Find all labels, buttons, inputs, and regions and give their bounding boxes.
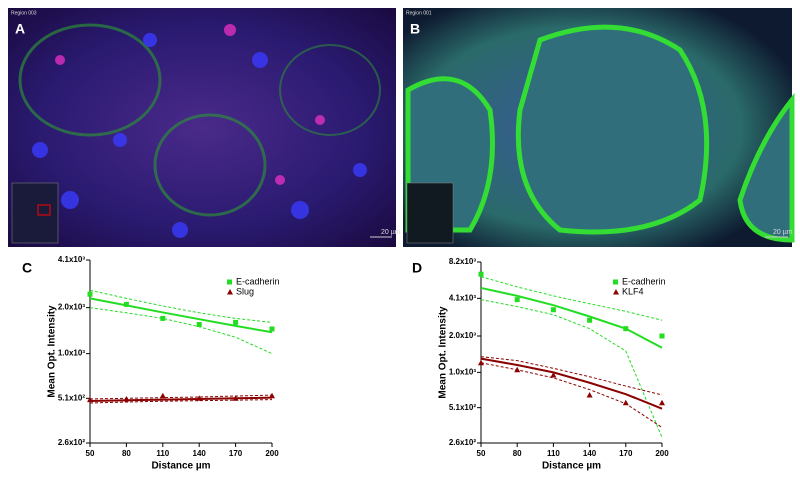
- x-axis-label: Distance µm: [151, 461, 210, 472]
- x-tick-label: 110: [547, 449, 560, 458]
- y-tick-label: 1.0x10³: [58, 349, 85, 358]
- point: [196, 395, 203, 401]
- point: [622, 399, 629, 406]
- x-tick-label: 80: [513, 449, 522, 458]
- y-tick-label: 4.1x10³: [58, 255, 85, 264]
- fit-line: [89, 297, 273, 334]
- x-tick-label: 50: [86, 449, 95, 458]
- y-tick-label: 5.1x10²: [449, 403, 476, 412]
- y-axis-label: Mean Opt. Intensity: [47, 305, 58, 398]
- x-axis-label: Distance µm: [542, 461, 601, 472]
- point: [587, 317, 593, 323]
- y-tick-label: 1.0x10³: [449, 367, 476, 376]
- point: [123, 301, 129, 307]
- point: [550, 372, 557, 378]
- x-tick-label: 200: [655, 449, 669, 458]
- point: [196, 322, 202, 328]
- legend-label: Slug: [236, 286, 254, 296]
- y-tick-label: 5.1x10²: [58, 393, 85, 402]
- point: [659, 333, 665, 339]
- point: [659, 399, 665, 406]
- legend-marker: [613, 279, 618, 285]
- point: [233, 319, 239, 325]
- ci-line: [480, 356, 663, 396]
- legend-label: E-cadherin: [622, 276, 666, 286]
- point: [586, 391, 593, 398]
- x-tick-label: 170: [619, 449, 633, 458]
- ci-line: [89, 394, 273, 400]
- y-tick-label: 2.6x10²: [58, 438, 85, 447]
- legend-marker: [227, 279, 232, 285]
- legend-label: E-cadherin: [236, 276, 280, 286]
- x-tick-label: 170: [229, 449, 243, 458]
- fit-line: [480, 357, 663, 410]
- y-axis-label: Mean Opt. Intensity: [438, 306, 449, 399]
- point: [269, 392, 275, 399]
- point: [159, 392, 166, 399]
- ci-line: [89, 289, 273, 323]
- point: [269, 326, 275, 332]
- scale-label: 20 µm: [381, 229, 401, 236]
- fit-line: [89, 396, 273, 402]
- x-tick-label: 50: [477, 449, 486, 458]
- point: [514, 297, 520, 303]
- y-tick-label: 2.6x10²: [449, 438, 476, 447]
- ci-line: [480, 362, 663, 428]
- legend-label: KLF4: [622, 286, 644, 296]
- scale-label: 20 µm: [773, 229, 793, 236]
- point: [478, 271, 484, 277]
- ci-line: [480, 299, 663, 438]
- point: [160, 315, 166, 321]
- x-tick-label: 140: [193, 449, 207, 458]
- point: [87, 396, 93, 403]
- x-tick-label: 200: [265, 449, 279, 458]
- panel-a-image: [8, 8, 396, 247]
- point: [514, 366, 521, 373]
- panel-b-image: [403, 8, 795, 247]
- panel-label: D: [412, 260, 422, 276]
- panel-label: C: [22, 260, 32, 276]
- region-label: Region 001: [406, 10, 432, 16]
- point: [550, 307, 556, 313]
- point: [478, 359, 484, 366]
- point: [623, 326, 629, 332]
- legend-marker: [613, 289, 619, 295]
- legend-marker: [227, 289, 233, 295]
- panel-label: B: [410, 21, 420, 37]
- y-tick-label: 4.1x10³: [449, 293, 476, 302]
- y-tick-label: 2.0x10³: [449, 331, 476, 340]
- x-tick-label: 110: [156, 449, 169, 458]
- ci-line: [89, 307, 273, 355]
- point: [123, 395, 130, 402]
- y-tick-label: 8.2x10³: [449, 257, 476, 266]
- y-tick-label: 2.0x10³: [58, 303, 85, 312]
- ci-line: [480, 276, 663, 321]
- x-tick-label: 140: [583, 449, 597, 458]
- region-label: Region 003: [11, 10, 37, 16]
- point: [232, 395, 239, 401]
- x-tick-label: 80: [122, 449, 131, 458]
- ci-line: [89, 399, 273, 404]
- fit-line: [480, 286, 663, 349]
- point: [87, 291, 93, 297]
- panel-label: A: [15, 21, 25, 37]
